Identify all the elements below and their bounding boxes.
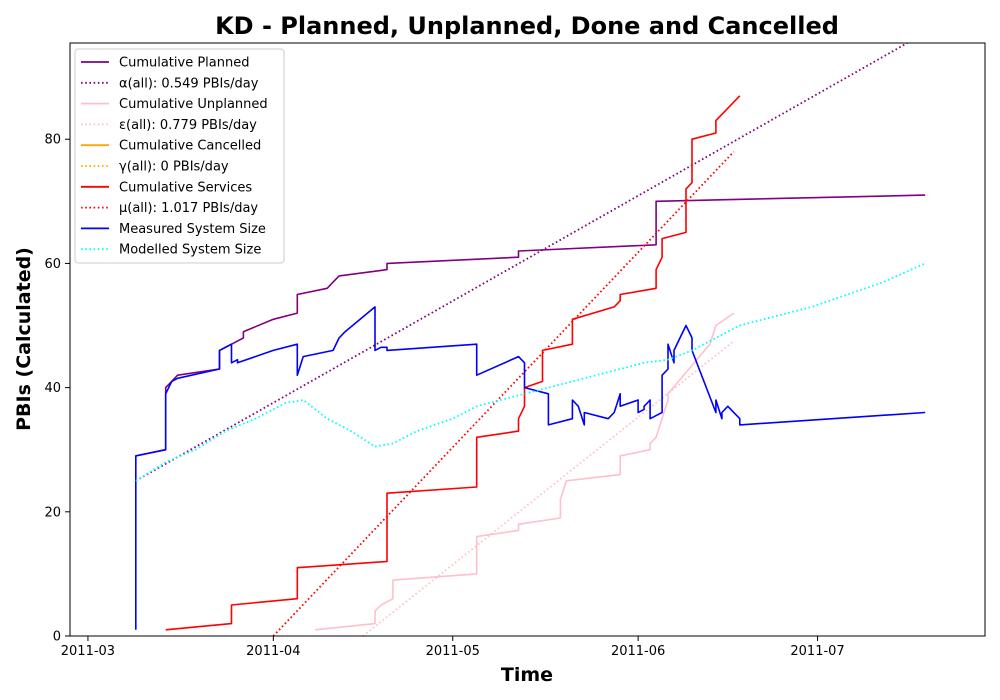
legend: Cumulative Planned α(all): 0.549 PBIs/day…	[74, 48, 285, 264]
chart-title: KD - Planned, Unplanned, Done and Cancel…	[215, 12, 839, 40]
y-tick-label: 20	[44, 505, 61, 520]
series-line-cumulative-planned	[135, 194, 926, 457]
legend-label: α(all): 0.549 PBIs/day	[119, 76, 259, 91]
legend-label: Cumulative Planned	[119, 56, 249, 71]
legend-label: Cumulative Cancelled	[119, 139, 261, 154]
legend-label: γ(all): 0 PBIs/day	[119, 160, 229, 175]
axes-frame	[69, 42, 986, 637]
x-axis: 2011-03 2011-04 2011-05 2011-06 2011-07	[61, 636, 845, 659]
y-tick-label: 80	[44, 133, 61, 148]
y-axis-label: PBIs (Calculated)	[13, 247, 35, 431]
y-tick-label: 40	[44, 381, 61, 396]
legend-label: Modelled System Size	[119, 243, 261, 258]
x-tick-label: 2011-06	[611, 644, 665, 659]
y-tick-label: 60	[44, 257, 61, 272]
series-layer	[135, 43, 926, 636]
x-axis-label: Time	[501, 664, 553, 686]
legend-label: μ(all): 1.017 PBIs/day	[119, 201, 258, 216]
x-tick-label: 2011-04	[246, 644, 300, 659]
series-line-cumulative-services	[165, 95, 741, 631]
series-line-modelled-system-size	[135, 262, 926, 482]
series-line-measured-system-size	[135, 306, 926, 630]
x-tick-label: 2011-03	[61, 644, 115, 659]
legend-label: ε(all): 0.779 PBIs/day	[119, 118, 257, 133]
legend-label: Cumulative Services	[119, 180, 252, 195]
x-tick-label: 2011-07	[790, 644, 844, 659]
y-tick-label: 0	[53, 630, 61, 645]
series-line-cumulative-unplanned	[315, 312, 735, 631]
series-line-all-0-779-pbis-day	[362, 340, 735, 636]
legend-label: Cumulative Unplanned	[119, 97, 268, 112]
legend-label: Measured System Size	[119, 222, 266, 237]
series-line-all-0-549-pbis-day	[135, 43, 908, 482]
legend-box	[74, 48, 285, 264]
x-tick-label: 2011-05	[426, 644, 480, 659]
y-axis: 0 20 40 60 80	[44, 133, 70, 645]
